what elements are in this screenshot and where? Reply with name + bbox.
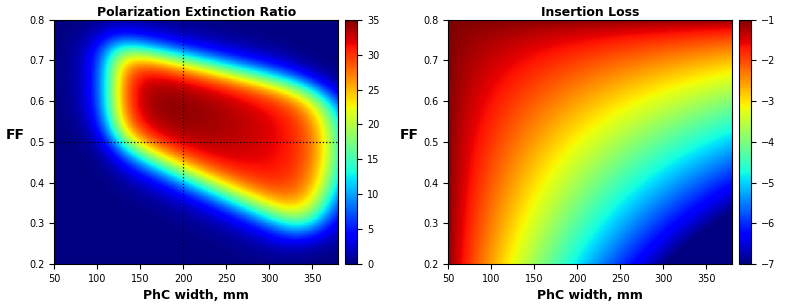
Title: Polarization Extinction Ratio: Polarization Extinction Ratio — [96, 6, 296, 18]
X-axis label: PhC width, mm: PhC width, mm — [143, 290, 249, 302]
Title: Insertion Loss: Insertion Loss — [541, 6, 639, 18]
Y-axis label: FF: FF — [6, 128, 25, 142]
X-axis label: PhC width, mm: PhC width, mm — [537, 290, 643, 302]
Y-axis label: FF: FF — [400, 128, 419, 142]
